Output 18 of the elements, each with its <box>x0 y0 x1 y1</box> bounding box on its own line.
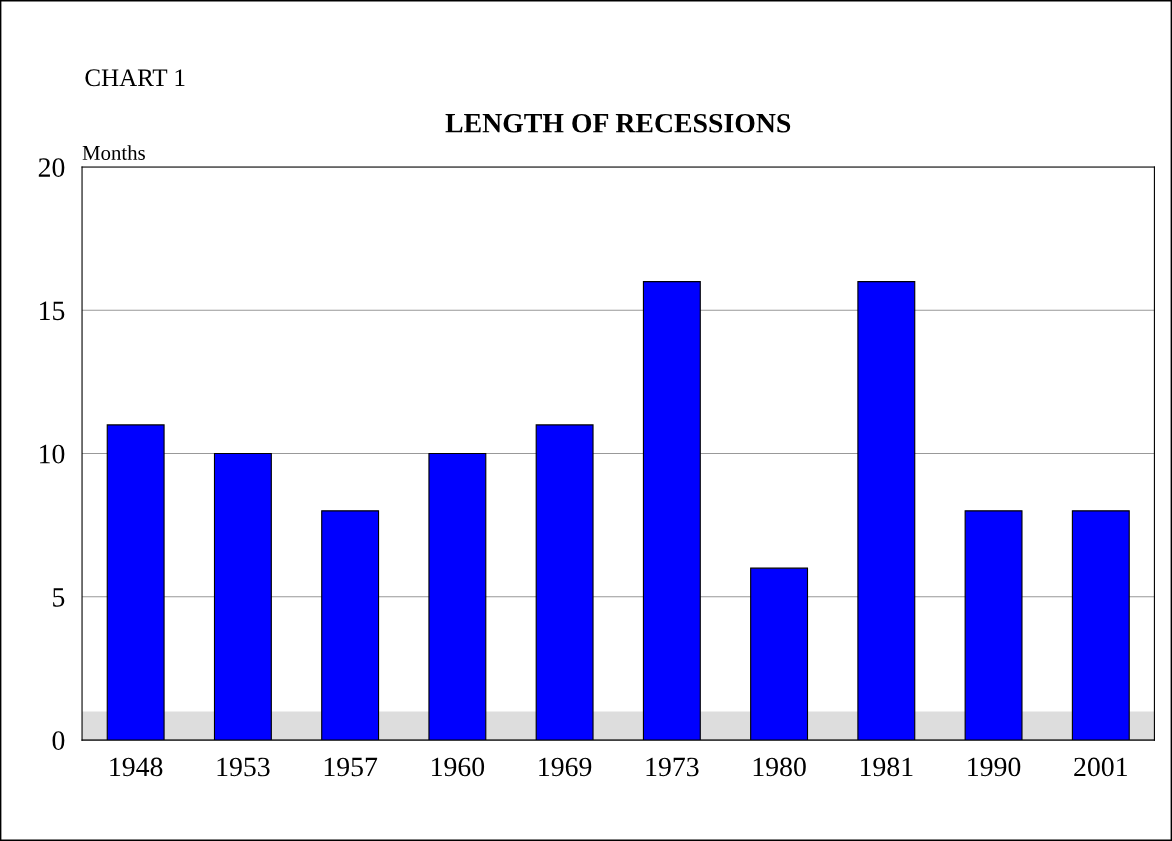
x-tick-label: 1990 <box>968 757 1021 777</box>
x-tick-label: 1953 <box>217 757 270 777</box>
x-tick-label: 1969 <box>539 757 592 777</box>
x-tick-label: 1948 <box>110 757 163 777</box>
x-tick-label: 1981 <box>860 757 913 777</box>
y-tick-label: 10 <box>40 444 65 464</box>
chart-title: LENGTH OF RECESSIONS <box>445 113 791 133</box>
x-tick-label: 2001 <box>1074 757 1127 777</box>
caption: CHART 1 <box>85 69 185 87</box>
y-axis-title: Months <box>82 145 145 160</box>
y-tick-label: 20 <box>38 158 65 177</box>
x-tick-label: 1957 <box>324 757 378 777</box>
y-tick-label: 15 <box>40 301 65 321</box>
x-tick-label: 1973 <box>646 757 699 777</box>
x-tick-label: 1980 <box>753 757 806 777</box>
x-tick-label: 1960 <box>432 757 485 777</box>
y-tick-label: 0 <box>52 731 65 750</box>
y-tick-label: 5 <box>53 588 65 607</box>
